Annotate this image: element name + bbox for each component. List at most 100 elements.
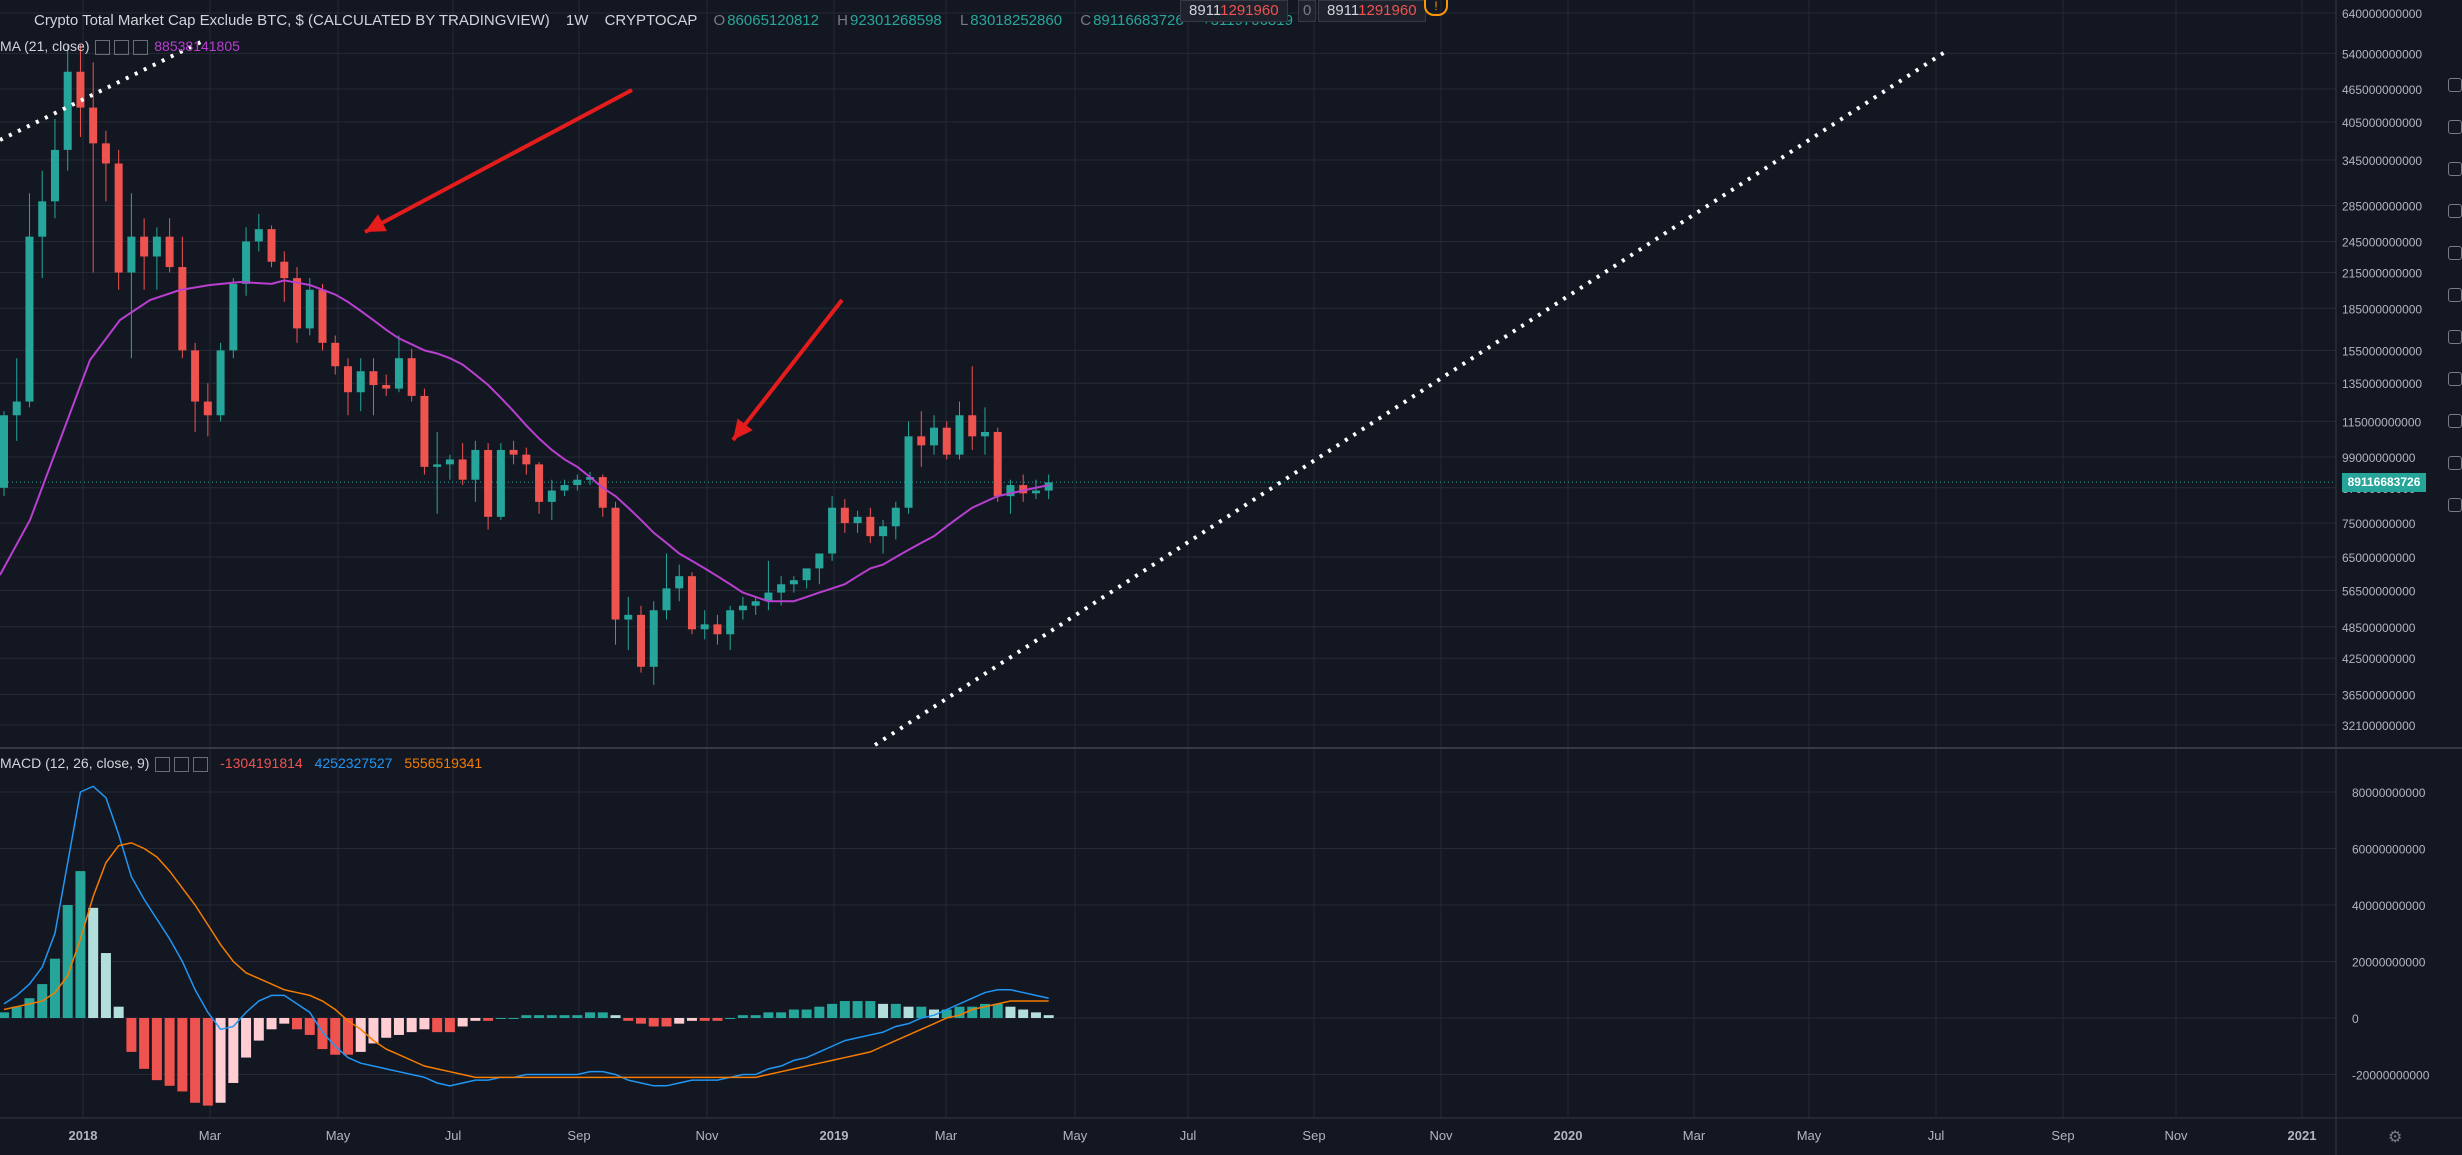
candle-body[interactable]: [955, 415, 964, 455]
toolbar-icon[interactable]: [2448, 330, 2462, 344]
candle-body[interactable]: [407, 358, 416, 396]
close-icon[interactable]: [133, 39, 149, 55]
candle-body[interactable]: [152, 236, 161, 257]
sell-price-box[interactable]: 89111291960: [1318, 0, 1426, 22]
arrow-annotation[interactable]: [364, 88, 633, 234]
candle-body[interactable]: [662, 588, 671, 611]
candle-body[interactable]: [930, 427, 939, 446]
toolbar-icon[interactable]: [2448, 162, 2462, 176]
settings-icon[interactable]: [114, 39, 130, 55]
candle-body[interactable]: [76, 71, 85, 108]
candle-body[interactable]: [1031, 490, 1040, 494]
candle-body[interactable]: [586, 477, 595, 480]
candle-body[interactable]: [802, 568, 811, 581]
candle-body[interactable]: [598, 477, 607, 508]
candle-body[interactable]: [203, 401, 212, 416]
arrow-annotation[interactable]: [731, 298, 844, 442]
candle-body[interactable]: [879, 526, 888, 537]
candle-body[interactable]: [101, 143, 110, 164]
exchange-label[interactable]: CRYPTOCAP: [604, 12, 698, 29]
candle-body[interactable]: [343, 366, 352, 393]
toolbar-icon[interactable]: [2448, 204, 2462, 218]
candle-body[interactable]: [1019, 485, 1028, 494]
close-icon[interactable]: [193, 756, 209, 772]
candle-body[interactable]: [496, 449, 505, 517]
candle-body[interactable]: [369, 371, 378, 386]
buy-price-box[interactable]: 89111291960: [1180, 0, 1288, 22]
candle-body[interactable]: [38, 201, 47, 237]
candle-body[interactable]: [191, 350, 200, 402]
symbol-title[interactable]: Crypto Total Market Cap Exclude BTC, $ (…: [34, 12, 550, 29]
candle-body[interactable]: [216, 350, 225, 416]
candle-body[interactable]: [726, 610, 735, 635]
candle-body[interactable]: [509, 449, 518, 455]
candle-body[interactable]: [293, 278, 302, 329]
candle-body[interactable]: [713, 624, 722, 635]
ma-line[interactable]: [271, 279, 1049, 603]
toolbar-icon[interactable]: [2448, 120, 2462, 134]
eye-icon[interactable]: [95, 39, 111, 55]
candle-body[interactable]: [764, 592, 773, 602]
candle-body[interactable]: [624, 614, 633, 620]
candle-body[interactable]: [968, 415, 977, 437]
candle-body[interactable]: [1044, 482, 1053, 491]
toolbar-icon[interactable]: [2448, 78, 2462, 92]
toolbar-icon[interactable]: [2448, 456, 2462, 470]
toolbar-icon[interactable]: [2448, 498, 2462, 512]
candle-body[interactable]: [700, 624, 709, 630]
candle-body[interactable]: [165, 236, 174, 268]
candle-body[interactable]: [687, 576, 696, 630]
candle-body[interactable]: [331, 342, 340, 367]
candle-body[interactable]: [649, 610, 658, 667]
candle-body[interactable]: [433, 464, 442, 467]
settings-icon[interactable]: [174, 756, 190, 772]
toolbar-icon[interactable]: [2448, 288, 2462, 302]
candle-body[interactable]: [305, 289, 314, 329]
candle-body[interactable]: [789, 580, 798, 585]
candle-body[interactable]: [267, 229, 276, 262]
macd-label[interactable]: MACD (12, 26, close, 9): [0, 755, 150, 771]
candle-body[interactable]: [547, 490, 556, 502]
ma-label[interactable]: MA (21, close): [0, 38, 90, 54]
candle-body[interactable]: [993, 431, 1002, 497]
ma-legend[interactable]: MA (21, close) 88538141805: [0, 38, 240, 55]
candle-body[interactable]: [484, 449, 493, 517]
macd-line[interactable]: [3, 785, 1049, 1087]
gear-icon[interactable]: ⚙: [2388, 1127, 2402, 1146]
candle-body[interactable]: [828, 507, 837, 554]
candle-body[interactable]: [738, 605, 747, 611]
toolbar-icon[interactable]: [2448, 414, 2462, 428]
toolbar-icon[interactable]: [2448, 246, 2462, 260]
candle-body[interactable]: [0, 415, 8, 488]
toolbar-icon[interactable]: [2448, 372, 2462, 386]
macd-legend[interactable]: MACD (12, 26, close, 9) -1304191814 4252…: [0, 755, 482, 772]
candle-body[interactable]: [114, 163, 123, 273]
trendline-dotted-upper[interactable]: [0, 38, 206, 142]
candle-body[interactable]: [522, 454, 531, 465]
candle-body[interactable]: [904, 436, 913, 508]
signal-line[interactable]: [3, 842, 1049, 1079]
eye-icon[interactable]: [155, 756, 171, 772]
candle-body[interactable]: [815, 553, 824, 569]
candle-body[interactable]: [917, 436, 926, 446]
candle-body[interactable]: [63, 71, 72, 150]
candle-body[interactable]: [853, 516, 862, 524]
candle-body[interactable]: [751, 601, 760, 606]
candle-body[interactable]: [382, 385, 391, 389]
candle-body[interactable]: [89, 107, 98, 144]
candle-body[interactable]: [891, 507, 900, 527]
candle-body[interactable]: [242, 241, 251, 284]
candle-body[interactable]: [394, 358, 403, 389]
candle-body[interactable]: [356, 371, 365, 393]
candle-body[interactable]: [280, 261, 289, 279]
candle-body[interactable]: [471, 449, 480, 480]
candle-body[interactable]: [50, 149, 59, 202]
candle-body[interactable]: [420, 395, 429, 467]
candle-body[interactable]: [254, 229, 263, 242]
interval-label[interactable]: 1W: [565, 12, 589, 29]
candle-body[interactable]: [840, 507, 849, 524]
candle-body[interactable]: [560, 485, 569, 491]
warning-icon[interactable]: !: [1424, 0, 1448, 16]
candle-body[interactable]: [12, 401, 21, 416]
